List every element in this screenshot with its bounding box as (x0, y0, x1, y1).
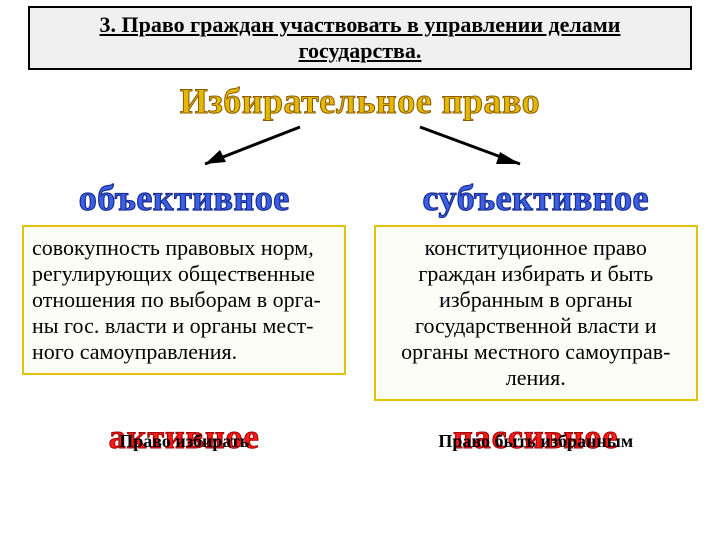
left-column: объективное совокупность правовых норм, … (22, 177, 346, 401)
bottom-left-column: активное Право избирать (22, 419, 346, 452)
right-definition-box: конституционное право граждан избирать и… (374, 225, 698, 401)
header-box: 3. Право граждан участвовать в управлени… (28, 6, 692, 70)
columns: объективное совокупность правовых норм, … (0, 177, 720, 401)
arrows-row (0, 122, 720, 177)
bottom-row: активное Право избирать пассивное Право … (0, 419, 720, 452)
arrow-right-icon (400, 122, 550, 177)
main-title: Избирательное право (0, 80, 720, 122)
arrow-left-icon (180, 122, 320, 177)
bottom-right-sub: Право быть избранным (374, 431, 698, 452)
bottom-left-sub: Право избирать (22, 431, 346, 452)
left-definition-box: совокупность правовых норм, регулирующих… (22, 225, 346, 375)
right-heading: субъективное (374, 177, 698, 219)
bottom-right-column: пассивное Право быть избранным (374, 419, 698, 452)
header-title: 3. Право граждан участвовать в управлени… (38, 12, 682, 64)
right-column: субъективное конституционное право гражд… (374, 177, 698, 401)
left-heading: объективное (22, 177, 346, 219)
